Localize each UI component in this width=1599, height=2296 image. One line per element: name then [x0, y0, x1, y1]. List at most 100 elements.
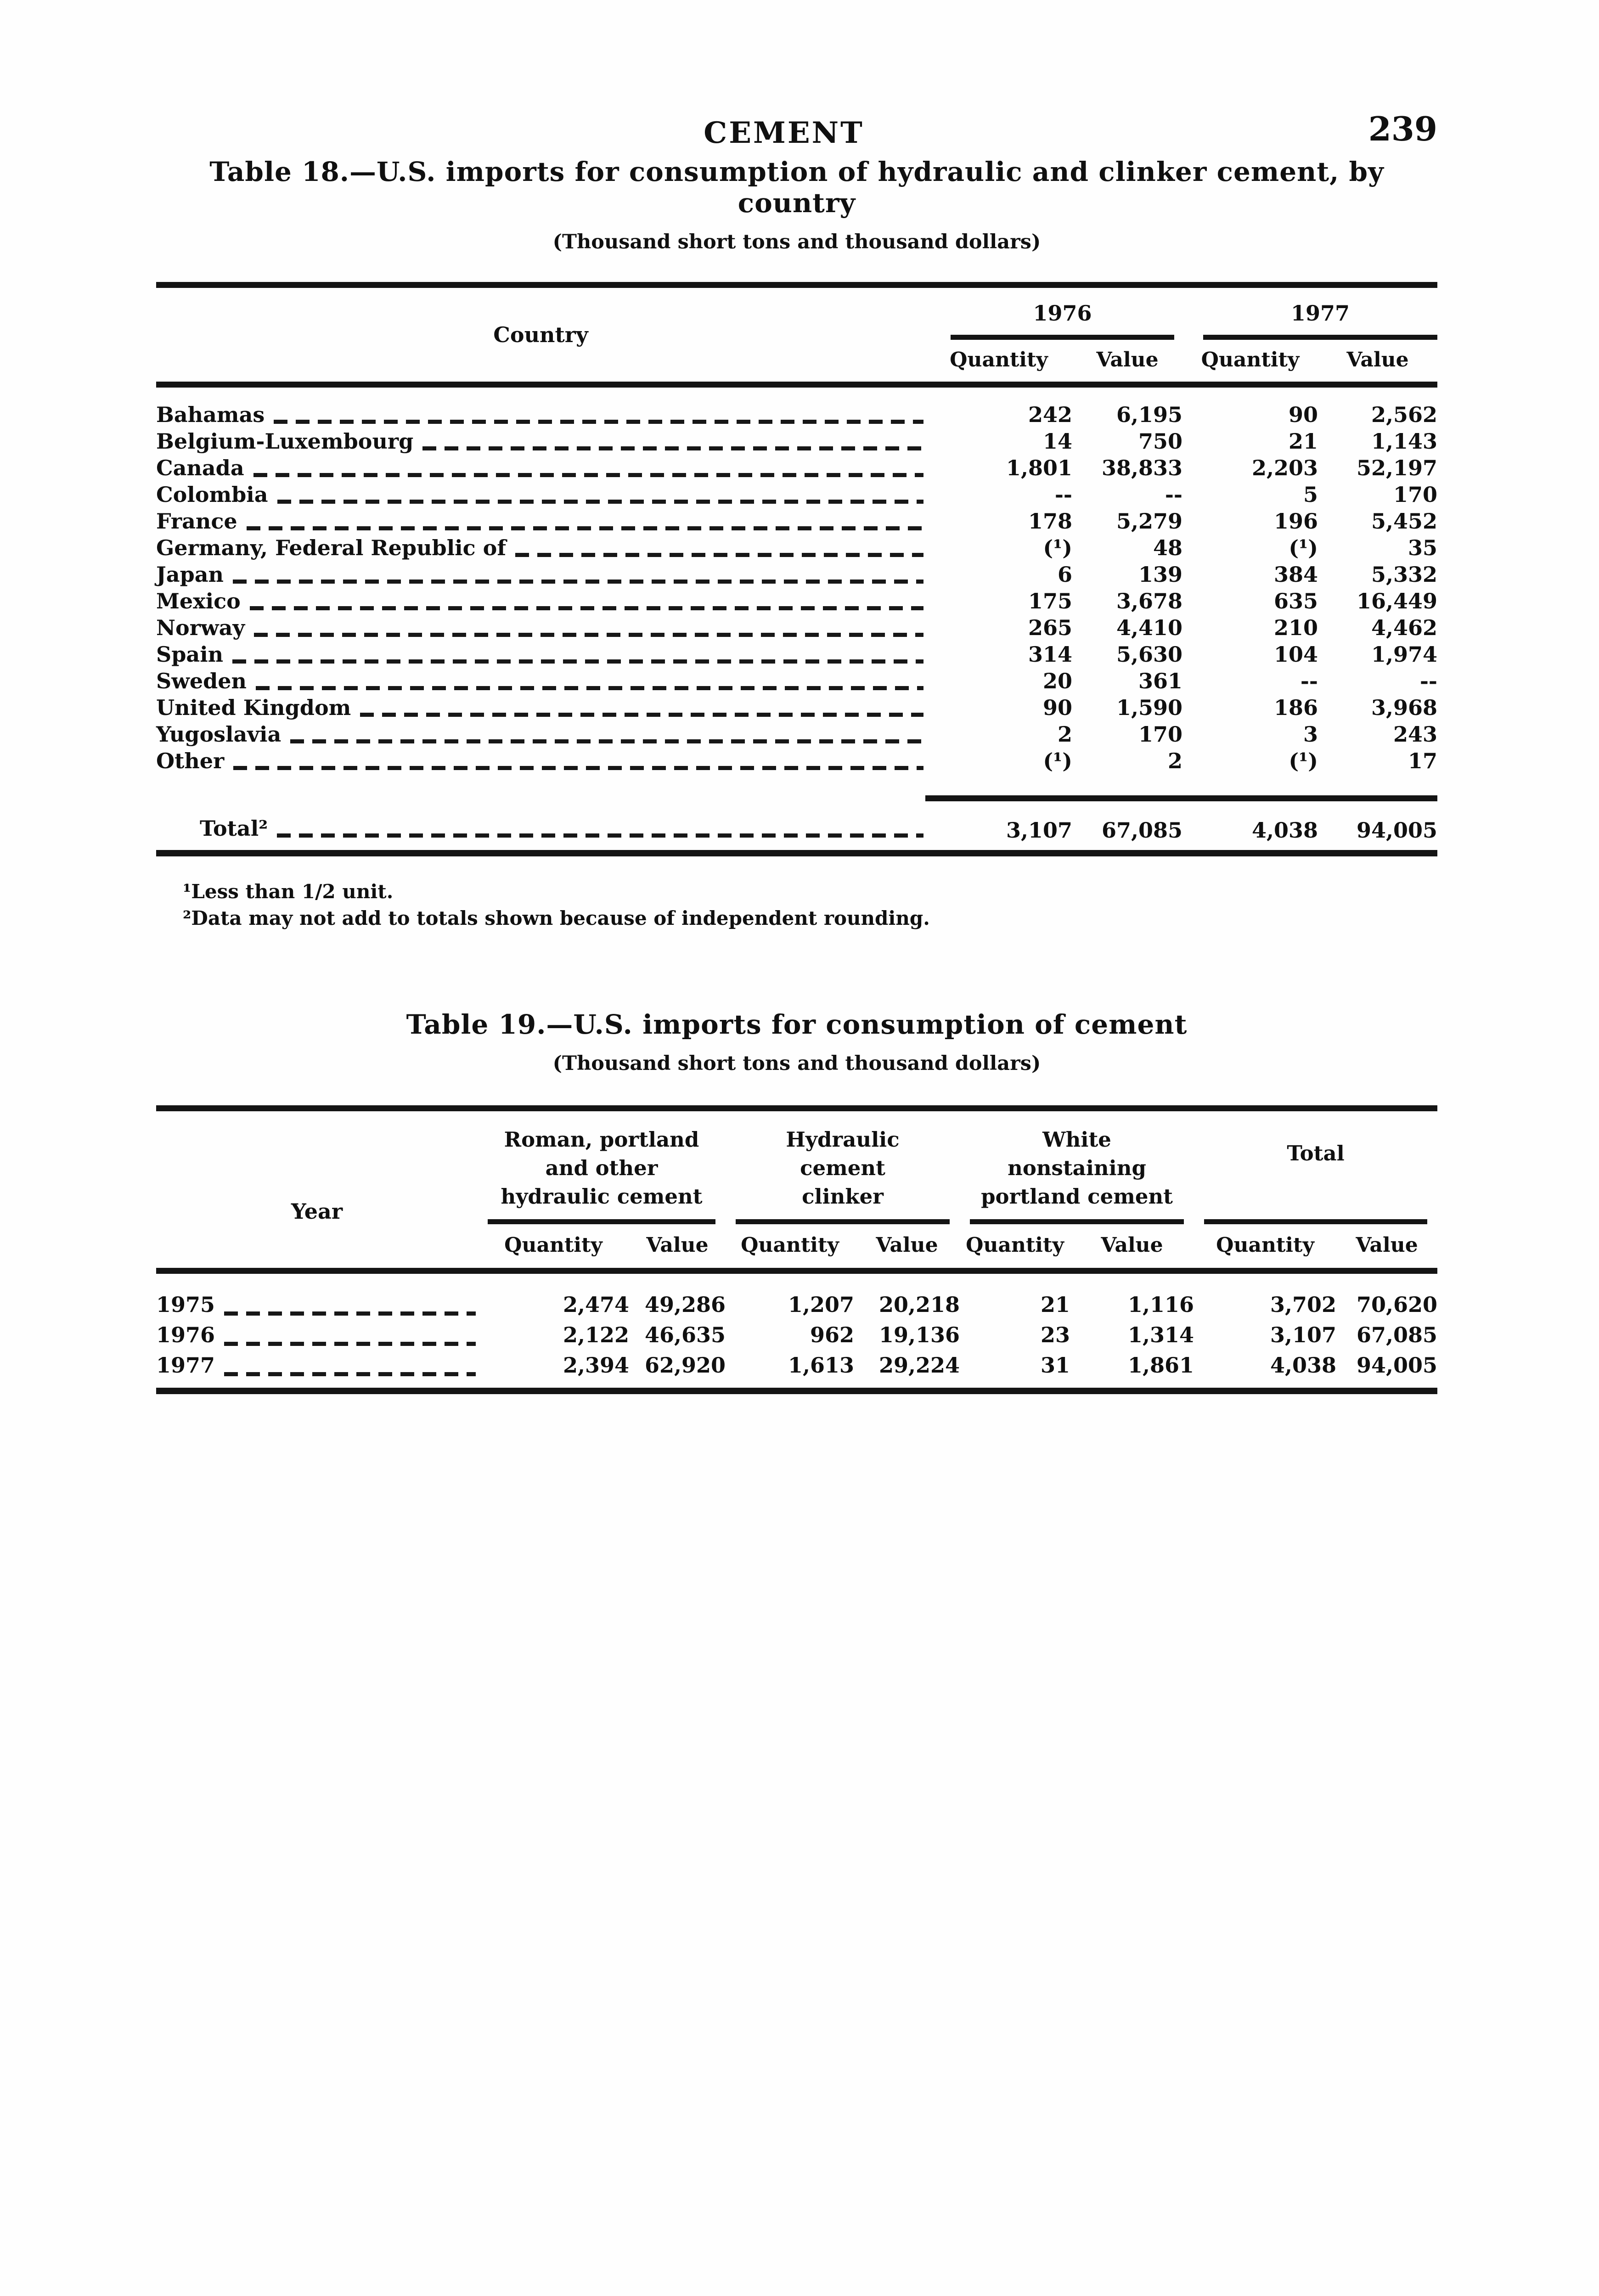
quantity-1976-value: 314: [1028, 642, 1072, 667]
table19-subheader-quantity-3: Quantity: [966, 1233, 1064, 1257]
total-quantity: 4,038: [1270, 1352, 1337, 1378]
dotted-leader: [253, 473, 923, 477]
table-row: Mexico 175 3,678 635 16,449: [156, 588, 1437, 614]
table18-column-country: Country: [493, 322, 588, 347]
roman-portland-quantity: 2,122: [563, 1322, 629, 1347]
quantity-1976-value: (¹): [1043, 748, 1072, 773]
country-cell: Mexico: [156, 588, 925, 614]
total-label: Total²: [200, 816, 268, 841]
table-row: Canada 1,801 38,833 2,203 52,197: [156, 455, 1437, 481]
table-row: 1975 2,474 49,286 1,207 20,218 21 1,116 …: [156, 1271, 1437, 1320]
roman-portland-value: 62,920: [644, 1352, 726, 1378]
roman-portland-quantity: 2,474: [563, 1292, 629, 1317]
white-nonstaining-quantity: 21: [1041, 1292, 1070, 1317]
roman-portland-value: 49,286: [644, 1292, 726, 1317]
country-cell: France: [156, 508, 925, 535]
dotted-leader: [224, 1372, 476, 1376]
dotted-leader: [277, 500, 923, 504]
country-label: Norway: [156, 615, 245, 640]
country-label: Belgium-Luxembourg: [156, 429, 414, 454]
country-cell: Spain: [156, 641, 925, 668]
partial-rule: [925, 774, 1437, 801]
country-label: United Kingdom: [156, 695, 351, 720]
year-label: 1977: [156, 1352, 215, 1378]
table-row: Japan 6 139 384 5,332: [156, 561, 1437, 588]
quantity-1977-value: 384: [1273, 562, 1318, 587]
value-1976-value: 2: [1167, 748, 1182, 773]
table18-yeargroup-1976: 1976: [925, 285, 1182, 340]
white-nonstaining-value: 1,314: [1127, 1322, 1194, 1347]
country-cell: Yugoslavia: [156, 721, 925, 748]
value-1976-value: 170: [1138, 722, 1182, 747]
table19-group-white-nonstaining: White nonstaining portland cement: [960, 1108, 1194, 1224]
table-row: Norway 265 4,410 210 4,462: [156, 614, 1437, 641]
value-1977-value: 2,562: [1371, 402, 1437, 427]
table18-year-1977-label: 1977: [1203, 301, 1437, 340]
country-cell: Sweden: [156, 668, 925, 694]
country-label: Bahamas: [156, 402, 265, 427]
value-1976-value: 3,678: [1116, 589, 1182, 613]
dotted-leader: [255, 686, 923, 690]
value-1977-value: 17: [1408, 748, 1437, 773]
year-cell: 1977: [156, 1350, 478, 1391]
dotted-leader: [254, 633, 923, 637]
group-hydraulic-clinker-label: Hydraulic cement clinker: [736, 1125, 950, 1224]
table18-yeargroup-1977: 1977: [1182, 285, 1437, 340]
clinker-value: 29,224: [878, 1352, 960, 1378]
roman-portland-value: 46,635: [644, 1322, 726, 1347]
table18-subheader-value-1977: Value: [1346, 348, 1409, 371]
footnote-1: ¹Less than 1/2 unit.: [183, 880, 394, 903]
quantity-1977-value: 90: [1288, 402, 1318, 427]
country-cell: Other: [156, 748, 925, 774]
dotted-leader: [274, 420, 923, 424]
country-cell: Norway: [156, 614, 925, 641]
partial-rule-spacer: [156, 774, 925, 798]
year-label: 1975: [156, 1292, 215, 1317]
country-cell: Colombia: [156, 481, 925, 508]
country-label: Colombia: [156, 482, 268, 507]
table-row: Sweden 20 361 -- --: [156, 668, 1437, 694]
white-nonstaining-value: 1,116: [1127, 1292, 1194, 1317]
country-cell: Canada: [156, 455, 925, 481]
table19-group-total: Total: [1194, 1108, 1437, 1224]
year-cell: 1975: [156, 1271, 478, 1320]
value-1977-value: 1,974: [1371, 642, 1437, 667]
table19-section: Table 19.—U.S. imports for consumption o…: [156, 1008, 1438, 1394]
table19-subheader-quantity-2: Quantity: [741, 1233, 839, 1257]
table18-subheader-quantity-1976: Quantity: [950, 348, 1048, 371]
table-row: Belgium-Luxembourg 14 750 21 1,143: [156, 428, 1437, 455]
quantity-1976-value: 178: [1028, 509, 1072, 534]
country-label: Germany, Federal Republic of: [156, 535, 507, 560]
table19-title: Table 19.—U.S. imports for consumption o…: [406, 1008, 1188, 1040]
value-1976-value: 48: [1153, 535, 1182, 560]
dotted-leader: [249, 606, 923, 610]
table19-subheader-quantity-1: Quantity: [504, 1233, 602, 1257]
table19-header: Year Roman, portland and other hydraulic…: [156, 1108, 1438, 1271]
total-quantity: 3,702: [1270, 1292, 1337, 1317]
table18-subheader-quantity-1977: Quantity: [1201, 348, 1300, 371]
table-row: 1976 2,122 46,635 962 19,136 23 1,314 3,…: [156, 1320, 1437, 1350]
table19-group-hydraulic-clinker: Hydraulic cement clinker: [726, 1108, 960, 1224]
total-value: 67,085: [1356, 1322, 1438, 1347]
table19-subheader-value-3: Value: [1101, 1233, 1163, 1257]
quantity-1976-value: (¹): [1043, 535, 1072, 560]
table19-group-roman-portland: Roman, portland and other hydraulic ceme…: [478, 1108, 726, 1224]
clinker-quantity: 1,207: [788, 1292, 855, 1317]
table18-footnotes: ¹Less than 1/2 unit. ²Data may not add t…: [156, 878, 1437, 932]
quantity-1977-value: 196: [1273, 509, 1318, 534]
country-cell: Japan: [156, 561, 925, 588]
value-1977-value: 1,143: [1371, 429, 1437, 454]
table19-body: 1975 2,474 49,286 1,207 20,218 21 1,116 …: [156, 1271, 1437, 1391]
table19-column-year: Year: [291, 1199, 343, 1224]
country-cell: Belgium-Luxembourg: [156, 428, 925, 455]
group-white-nonstaining-label: White nonstaining portland cement: [970, 1125, 1184, 1224]
table18-title: Table 18.—U.S. imports for consumption o…: [209, 156, 1384, 219]
table18-subtitle: (Thousand short tons and thousand dollar…: [552, 231, 1041, 253]
table19-subheader-value-4: Value: [1356, 1233, 1418, 1257]
quantity-1977-value: 3: [1303, 722, 1318, 747]
total-q76: 3,107: [1006, 817, 1072, 843]
country-cell: United Kingdom: [156, 694, 925, 721]
total-v77: 94,005: [1356, 817, 1437, 843]
country-label: France: [156, 509, 237, 534]
table19: Year Roman, portland and other hydraulic…: [156, 1105, 1438, 1394]
